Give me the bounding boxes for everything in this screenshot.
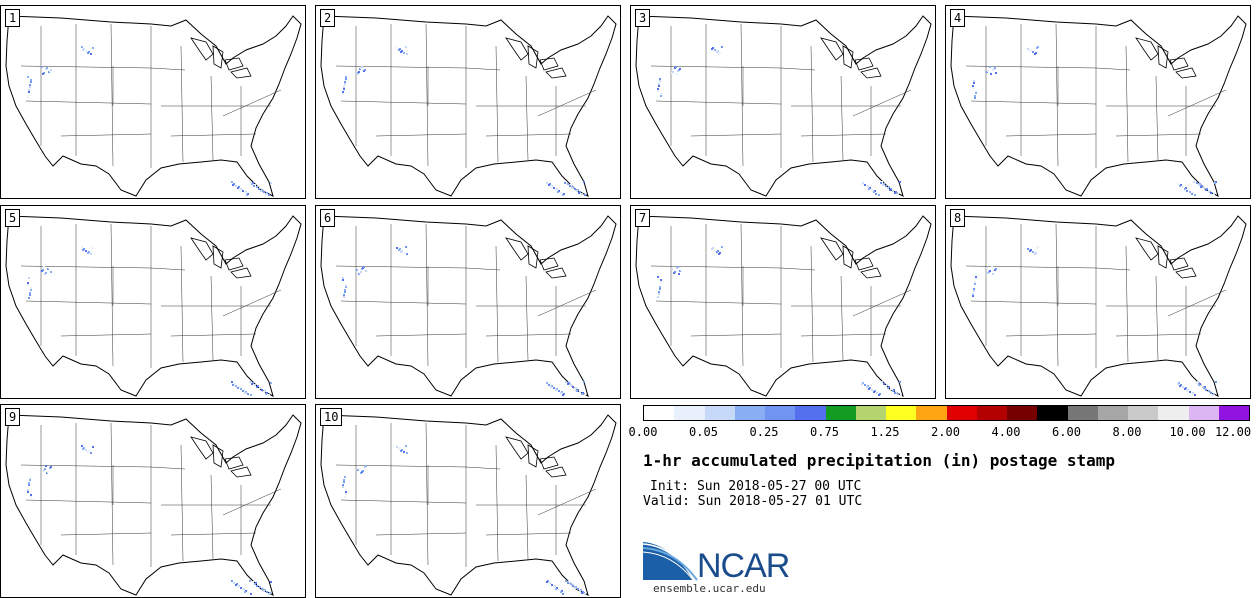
ensemble-member-panel-9: 9 xyxy=(0,404,306,598)
colorbar-tick: 6.00 xyxy=(1052,425,1081,439)
colorbar-swatch xyxy=(886,406,917,420)
colorbar-swatch xyxy=(734,406,765,420)
colorbar-swatch xyxy=(674,406,705,420)
ncar-logo-text: NCAR xyxy=(697,547,790,585)
ncar-logo-icon xyxy=(643,542,698,581)
member-label: 7 xyxy=(635,209,651,227)
precip-map xyxy=(320,414,617,596)
member-label: 1 xyxy=(5,9,21,27)
colorbar-swatch xyxy=(1067,406,1098,420)
colorbar-tick: 2.00 xyxy=(931,425,960,439)
init-time: Init: Sun 2018-05-27 00 UTC xyxy=(650,479,862,494)
colorbar-swatch xyxy=(704,406,735,420)
ensemble-member-panel-4: 4 xyxy=(945,5,1251,199)
precip-map xyxy=(320,215,617,397)
colorbar-swatch xyxy=(855,406,886,420)
site-url: ensemble.ucar.edu xyxy=(653,582,766,595)
colorbar-swatch xyxy=(1188,406,1219,420)
colorbar-swatch xyxy=(1128,406,1159,420)
colorbar-swatch xyxy=(976,406,1007,420)
precip-map xyxy=(320,15,617,197)
precip-map xyxy=(950,15,1247,197)
colorbar-swatch xyxy=(765,406,796,420)
ensemble-member-panel-5: 5 xyxy=(0,205,306,399)
ensemble-member-panel-6: 6 xyxy=(315,205,621,399)
colorbar-tick: 0.05 xyxy=(689,425,718,439)
ensemble-member-panel-2: 2 xyxy=(315,5,621,199)
colorbar-swatch xyxy=(1007,406,1038,420)
precip-map xyxy=(5,215,302,397)
valid-time: Valid: Sun 2018-05-27 01 UTC xyxy=(643,494,863,509)
member-label: 10 xyxy=(320,408,343,426)
colorbar-swatch xyxy=(1037,406,1068,420)
ensemble-member-panel-7: 7 xyxy=(630,205,936,399)
precip-map xyxy=(5,414,302,596)
member-label: 2 xyxy=(320,9,336,27)
member-label: 6 xyxy=(320,209,336,227)
colorbar-tick: 0.25 xyxy=(749,425,779,439)
precip-map xyxy=(635,215,932,397)
member-label: 8 xyxy=(950,209,966,227)
precip-map xyxy=(5,15,302,197)
colorbar-swatch xyxy=(644,406,675,420)
plot-title: 1-hr accumulated precipitation (in) post… xyxy=(643,451,1116,470)
colorbar-swatch xyxy=(916,406,947,420)
colorbar-swatch xyxy=(825,406,856,420)
ensemble-member-panel-1: 1 xyxy=(0,5,306,199)
member-label: 4 xyxy=(950,9,966,27)
ensemble-member-panel-3: 3 xyxy=(630,5,936,199)
colorbar-swatch xyxy=(1097,406,1128,420)
colorbar-tick: 12.00 xyxy=(1214,425,1252,439)
colorbar-tick: 0.75 xyxy=(810,425,839,439)
member-label: 9 xyxy=(5,408,21,426)
colorbar-swatch xyxy=(795,406,826,420)
colorbar-tick: 8.00 xyxy=(1112,425,1142,439)
colorbar-tick: 0.00 xyxy=(628,425,658,439)
colorbar-tick: 10.00 xyxy=(1169,425,1206,439)
ensemble-member-panel-10: 10 xyxy=(315,404,621,598)
precip-map xyxy=(635,15,932,197)
colorbar-swatch xyxy=(946,406,977,420)
colorbar-tick: 4.00 xyxy=(991,425,1021,439)
colorbar-tick: 1.25 xyxy=(870,425,900,439)
colorbar-swatch xyxy=(1158,406,1189,420)
colorbar-swatch xyxy=(1218,406,1249,420)
ensemble-member-panel-8: 8 xyxy=(945,205,1251,399)
precip-colorbar xyxy=(643,405,1250,421)
member-label: 5 xyxy=(5,209,21,227)
precip-map xyxy=(950,215,1247,397)
member-label: 3 xyxy=(635,9,651,27)
